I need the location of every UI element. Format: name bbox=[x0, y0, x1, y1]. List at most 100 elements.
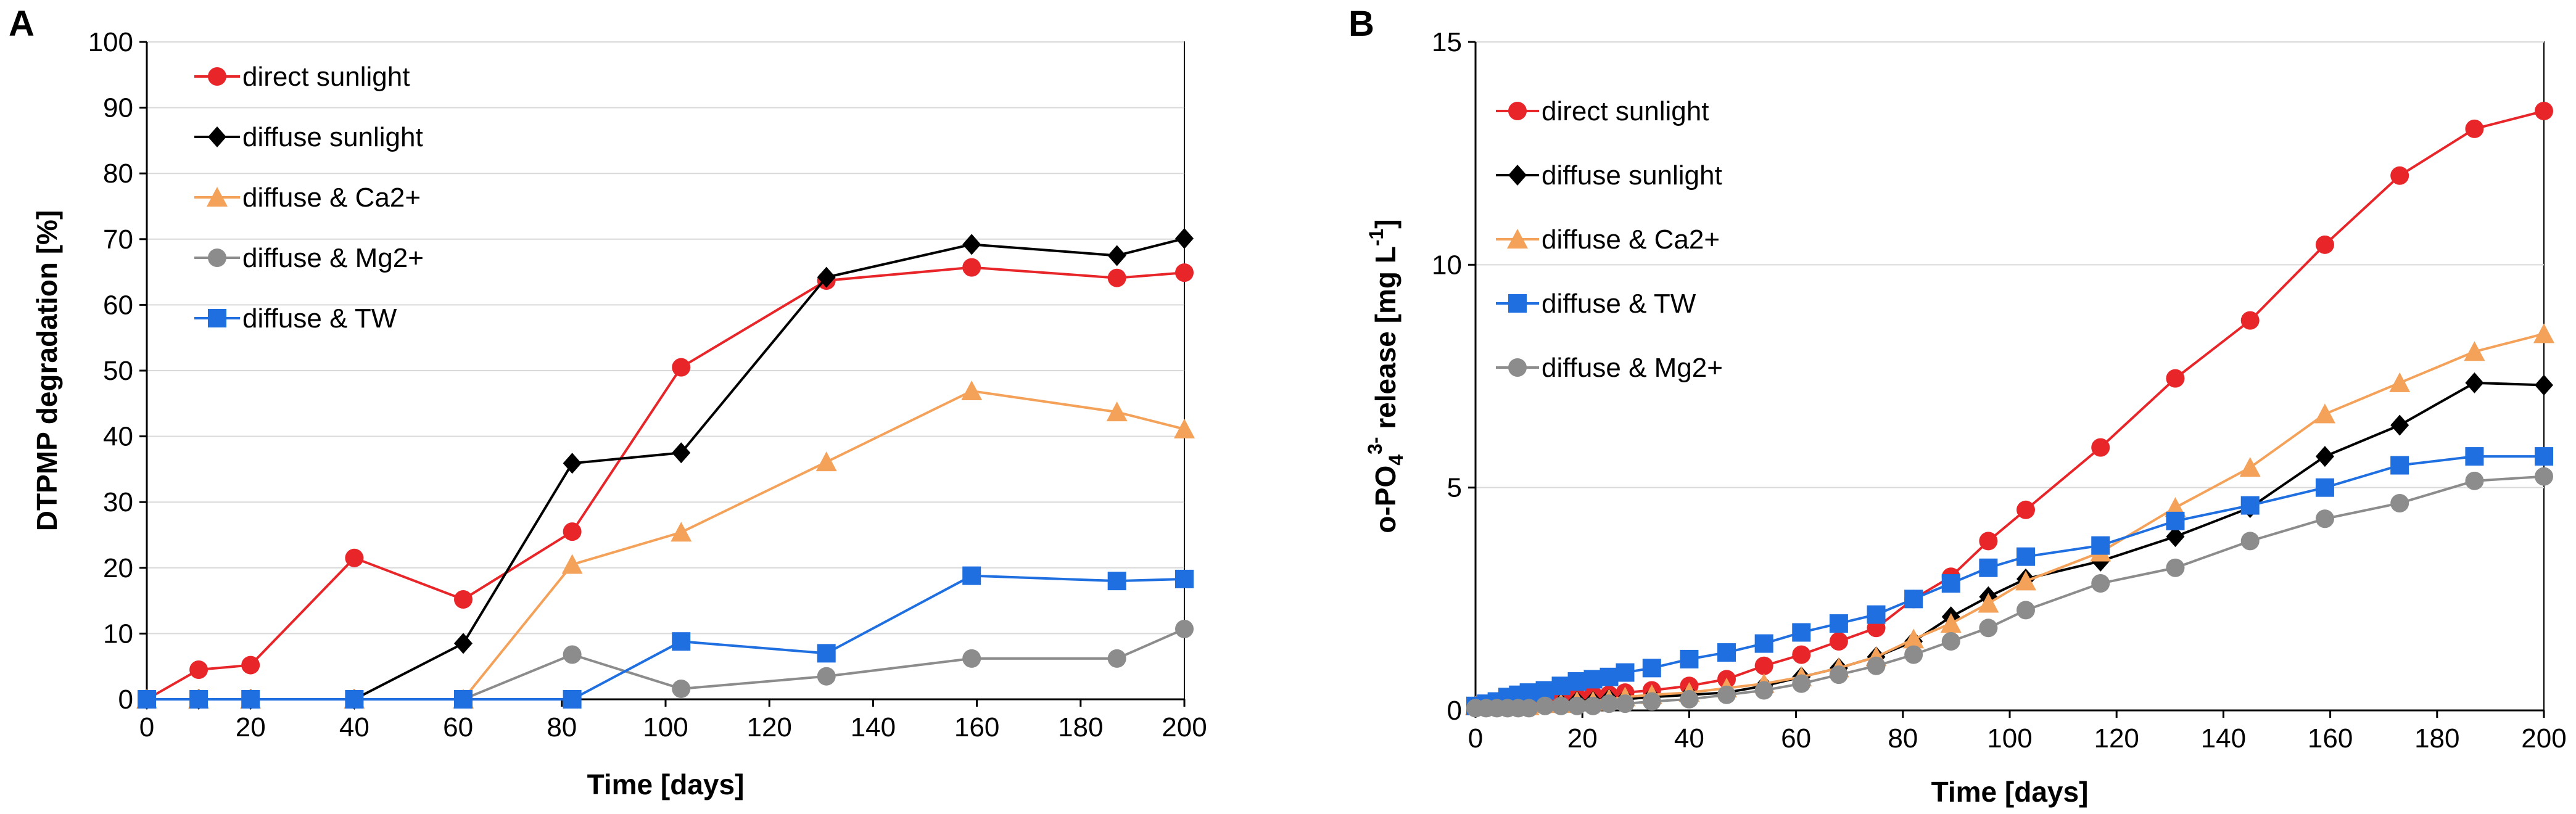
x-tick-label: 60 bbox=[443, 712, 473, 742]
x-tick-label: 20 bbox=[1567, 723, 1598, 754]
data-point bbox=[241, 690, 260, 709]
legend-item: diffuse & TW bbox=[194, 303, 397, 334]
data-point bbox=[1642, 692, 1661, 711]
legend-label: diffuse sunlight bbox=[242, 122, 423, 152]
data-point bbox=[1519, 699, 1538, 718]
data-point bbox=[1978, 593, 1999, 613]
data-point bbox=[2465, 447, 2484, 466]
data-point bbox=[1979, 532, 1998, 551]
data-point bbox=[563, 453, 582, 474]
x-tick-label: 40 bbox=[1674, 723, 1704, 754]
x-tick-label: 20 bbox=[236, 712, 266, 742]
y-tick-label: 80 bbox=[103, 158, 133, 189]
data-point bbox=[2464, 341, 2485, 361]
data-point bbox=[189, 660, 208, 680]
x-tick-label: 140 bbox=[2201, 723, 2246, 754]
data-point bbox=[563, 645, 582, 664]
legend: direct sunlight diffuse sunlight diffuse &… bbox=[1496, 96, 1723, 383]
data-point bbox=[1600, 667, 1619, 686]
data-point bbox=[2315, 478, 2334, 497]
legend: direct sunlight diffuse sunlight diffuse &… bbox=[194, 62, 424, 334]
y-tick-label: 30 bbox=[103, 487, 133, 517]
series-line bbox=[1476, 475, 2545, 710]
legend-label: diffuse & Ca2+ bbox=[1542, 224, 1720, 255]
data-point bbox=[1754, 634, 1773, 653]
y-tick-label: 50 bbox=[103, 356, 133, 386]
legend-label: direct sunlight bbox=[242, 62, 410, 92]
legend-swatch-marker bbox=[208, 309, 226, 327]
data-point bbox=[1106, 401, 1128, 422]
series-line bbox=[1475, 455, 2544, 707]
data-point bbox=[454, 690, 473, 709]
data-point bbox=[815, 451, 837, 472]
x-tick-label: 180 bbox=[2414, 723, 2459, 754]
data-point bbox=[345, 548, 364, 567]
data-point bbox=[1535, 681, 1554, 700]
x-tick-label: 60 bbox=[1781, 723, 1811, 754]
data-point bbox=[2465, 471, 2484, 490]
data-point bbox=[2240, 532, 2260, 551]
legend-swatch-marker bbox=[1508, 358, 1527, 377]
series-line bbox=[1476, 381, 2545, 707]
data-point bbox=[2091, 536, 2110, 555]
legend-item: diffuse & Mg2+ bbox=[194, 243, 424, 273]
legend-item: diffuse & Ca2+ bbox=[194, 183, 421, 213]
y-tick-label: 15 bbox=[1432, 27, 1462, 57]
y-tick-label: 10 bbox=[103, 619, 133, 649]
data-point bbox=[1567, 672, 1587, 691]
x-tick-label: 180 bbox=[1058, 712, 1103, 742]
data-point bbox=[817, 266, 836, 288]
data-point bbox=[2091, 438, 2110, 457]
data-point bbox=[1107, 245, 1126, 266]
data-point bbox=[962, 258, 981, 277]
legend-swatch-marker bbox=[1508, 165, 1527, 186]
y-tick-label: 0 bbox=[1447, 696, 1462, 726]
data-point bbox=[962, 649, 981, 668]
data-point bbox=[2465, 372, 2484, 393]
data-point bbox=[1867, 605, 1886, 624]
legend-swatch-marker bbox=[207, 187, 228, 207]
y-axis-title: o-PO43- release [mg L-1] bbox=[1364, 219, 1407, 533]
x-tick-label: 120 bbox=[2094, 723, 2139, 754]
legend-item: diffuse & TW bbox=[1496, 289, 1696, 319]
data-point bbox=[1829, 614, 1848, 633]
legend-item: direct sunlight bbox=[1496, 96, 1709, 126]
x-tick-label: 200 bbox=[2521, 723, 2566, 754]
x-tick-label: 80 bbox=[1888, 723, 1918, 754]
series-line bbox=[147, 574, 1185, 701]
y-tick-label: 70 bbox=[103, 224, 133, 255]
y-axis-title: DTPMP degradation [%] bbox=[31, 210, 63, 532]
legend-label: diffuse & Mg2+ bbox=[242, 243, 424, 273]
data-point bbox=[672, 632, 691, 651]
data-point bbox=[2533, 323, 2554, 343]
data-point bbox=[1903, 628, 1925, 649]
x-axis-title: Time [days] bbox=[1931, 776, 2089, 808]
data-point bbox=[1175, 619, 1194, 638]
data-point bbox=[1535, 696, 1554, 715]
data-point bbox=[563, 690, 582, 709]
panel-label: B bbox=[1348, 4, 1374, 44]
legend-label: diffuse & Ca2+ bbox=[242, 183, 421, 213]
data-point bbox=[1583, 670, 1603, 689]
data-point bbox=[1175, 228, 1194, 249]
data-point bbox=[1107, 268, 1126, 287]
legend-item: diffuse sunlight bbox=[1496, 160, 1722, 191]
data-point bbox=[561, 554, 583, 574]
data-point bbox=[1519, 683, 1538, 702]
data-point bbox=[817, 667, 836, 686]
data-point bbox=[1940, 613, 1962, 633]
series-line bbox=[147, 628, 1185, 701]
x-tick-label: 100 bbox=[1987, 723, 2032, 754]
data-point bbox=[1979, 558, 1998, 577]
legend-swatch-marker bbox=[208, 67, 226, 86]
data-point bbox=[563, 522, 582, 541]
series-line bbox=[147, 390, 1185, 701]
data-point bbox=[1904, 590, 1923, 609]
data-point bbox=[2166, 558, 2185, 577]
y-tick-label: 20 bbox=[103, 553, 133, 583]
data-point bbox=[962, 234, 981, 255]
data-point bbox=[1979, 619, 1998, 638]
data-point bbox=[1829, 665, 1848, 684]
x-tick-label: 160 bbox=[954, 712, 999, 742]
data-point bbox=[2315, 235, 2334, 254]
